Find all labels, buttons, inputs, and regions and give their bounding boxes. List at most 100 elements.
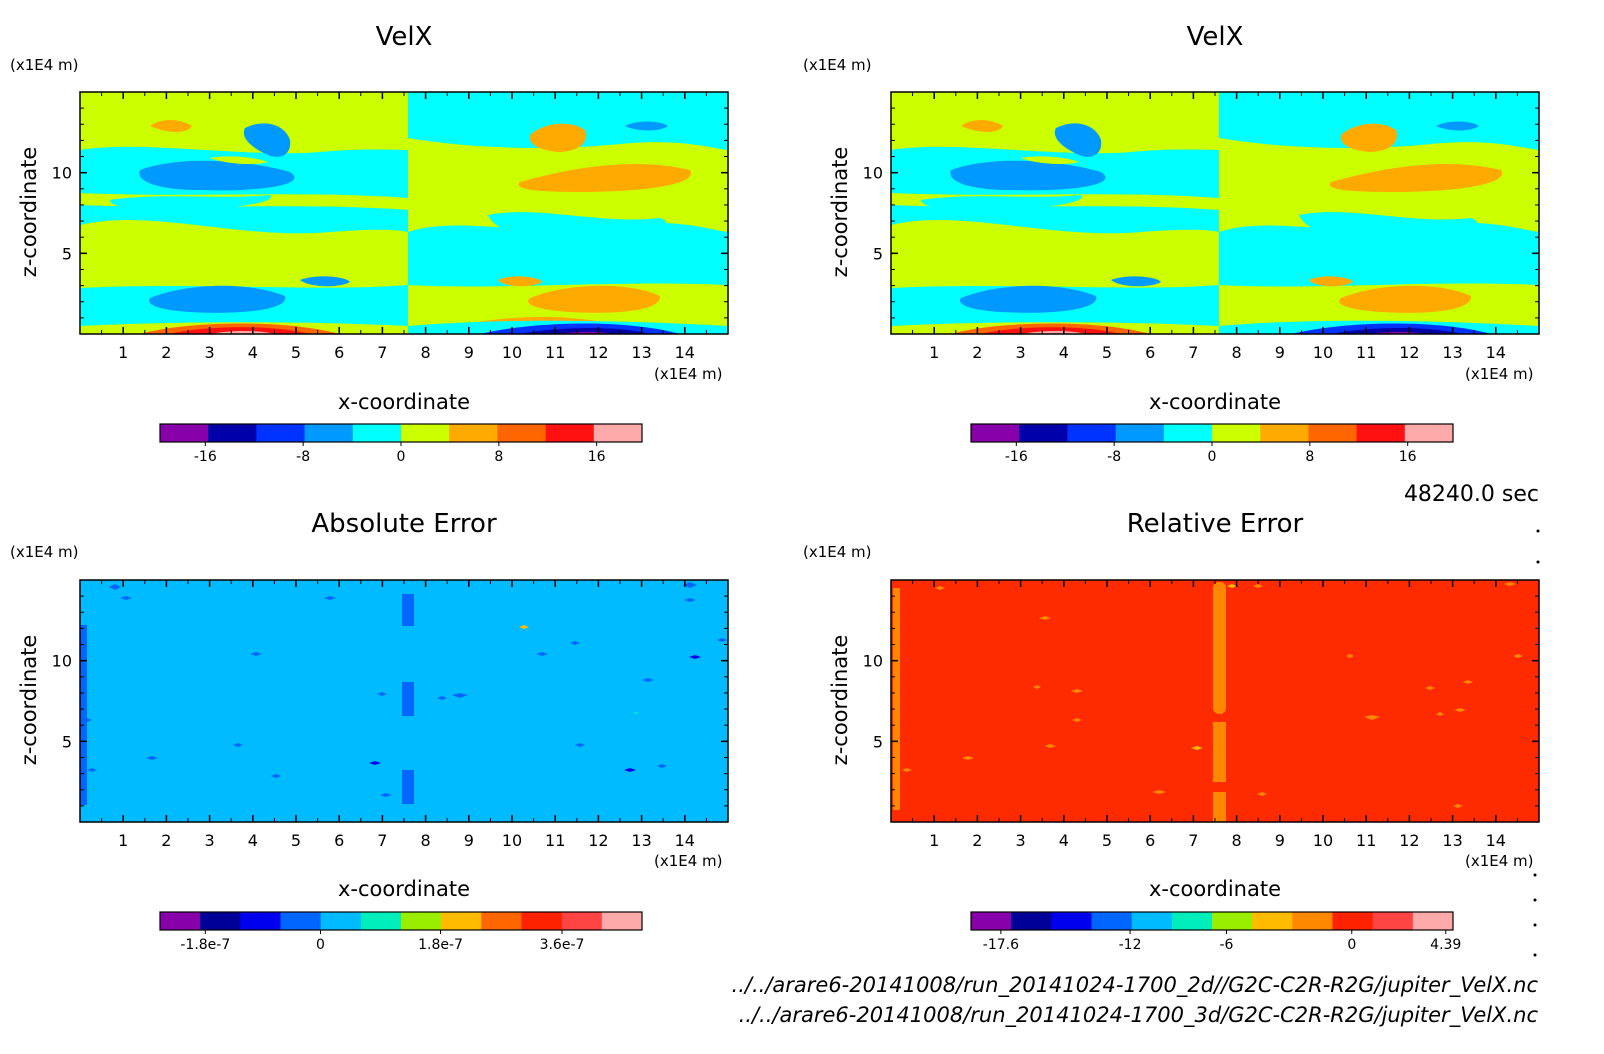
x-tick-label: 5 bbox=[1102, 831, 1112, 850]
x-tick-label: 8 bbox=[421, 831, 431, 850]
colorbar-label: -8 bbox=[1107, 449, 1121, 465]
colorbar-swatch bbox=[1308, 424, 1358, 442]
decorative-dots bbox=[1533, 529, 1540, 957]
x-tick-label: 9 bbox=[464, 343, 474, 362]
time-label: 48240.0 sec bbox=[1404, 482, 1539, 507]
colorbar-swatch bbox=[1091, 912, 1133, 930]
contour-field bbox=[891, 580, 1539, 822]
colorbar-swatch bbox=[1260, 424, 1309, 442]
colorbar-swatch bbox=[521, 912, 563, 930]
y-tick-label: 10 bbox=[863, 164, 883, 183]
colorbar-label: 8 bbox=[494, 449, 503, 465]
x-tick-label: 6 bbox=[1145, 831, 1155, 850]
colorbar-swatch bbox=[481, 912, 522, 930]
colorbar-swatch bbox=[240, 912, 281, 930]
x-tick-label: 12 bbox=[1399, 343, 1419, 362]
y-tick-label: 5 bbox=[873, 244, 883, 263]
file-path-3d: ../../arare6-20141008/run_20141024-1700_… bbox=[739, 1003, 1539, 1028]
x-tick-label: 8 bbox=[421, 343, 431, 362]
x-ticks: 1 2 3 4 5 6 7 8 9 10 11 12 13 14 bbox=[101, 580, 707, 850]
x-tick-label: 12 bbox=[588, 831, 608, 850]
x-tick-label: 7 bbox=[377, 343, 387, 362]
panel-absolute-error: Absolute Error (x1E4 m) bbox=[10, 509, 729, 953]
contour-field bbox=[80, 580, 728, 822]
x-tick-label: 8 bbox=[1232, 831, 1242, 850]
y-unit-label: (x1E4 m) bbox=[803, 56, 872, 74]
contour-field bbox=[891, 92, 1539, 334]
x-tick-label: 6 bbox=[1145, 343, 1155, 362]
colorbar-swatch bbox=[200, 912, 241, 930]
x-tick-label: 12 bbox=[1399, 831, 1419, 850]
x-tick-label: 13 bbox=[631, 831, 651, 850]
colorbar-label: -16 bbox=[1005, 449, 1028, 465]
colorbar-swatch bbox=[1412, 912, 1454, 930]
x-unit-label: (x1E4 m) bbox=[654, 852, 723, 870]
panel-title: Relative Error bbox=[1127, 509, 1304, 539]
x-tick-label: 4 bbox=[1059, 831, 1069, 850]
x-tick-label: 11 bbox=[1356, 343, 1376, 362]
colorbar-label: -8 bbox=[296, 449, 310, 465]
panel-velx-right: VelX (x1E4 m) bbox=[803, 22, 1540, 465]
x-tick-label: 3 bbox=[1016, 343, 1026, 362]
colorbar-swatch bbox=[561, 912, 603, 930]
y-ticks: 5 10 bbox=[863, 107, 1539, 319]
colorbar-swatch bbox=[1019, 424, 1068, 442]
panel-title: Absolute Error bbox=[311, 509, 497, 539]
x-ticks: 1 2 3 4 5 6 7 8 9 10 11 12 13 14 bbox=[912, 580, 1518, 850]
x-tick-label: 6 bbox=[334, 343, 344, 362]
colorbar: -1.8e-7 0 1.8e-7 3.6e-7 bbox=[159, 911, 643, 953]
colorbar-label: 16 bbox=[588, 449, 606, 465]
x-tick-label: 7 bbox=[1188, 831, 1198, 850]
colorbar-swatch bbox=[1212, 912, 1253, 930]
x-tick-label: 6 bbox=[334, 831, 344, 850]
colorbar-label: 0 bbox=[1347, 937, 1356, 953]
x-tick-label: 1 bbox=[929, 343, 939, 362]
x-tick-label: 14 bbox=[1486, 831, 1506, 850]
colorbar-swatch bbox=[160, 424, 209, 442]
x-tick-label: 8 bbox=[1232, 343, 1242, 362]
colorbar: -16 -8 0 8 16 bbox=[159, 423, 643, 465]
x-tick-label: 1 bbox=[118, 343, 128, 362]
colorbar-label: 0 bbox=[397, 449, 406, 465]
y-ticks: 5 10 bbox=[52, 595, 728, 807]
colorbar-label: -1.8e-7 bbox=[180, 937, 230, 953]
y-tick-label: 10 bbox=[52, 652, 72, 671]
y-ticks: 5 10 bbox=[52, 107, 728, 319]
x-tick-label: 14 bbox=[675, 343, 695, 362]
colorbar-swatch bbox=[352, 424, 402, 442]
x-tick-label: 4 bbox=[248, 831, 258, 850]
x-tick-label: 10 bbox=[502, 343, 522, 362]
x-unit-label: (x1E4 m) bbox=[654, 365, 723, 383]
x-axis-label: x-coordinate bbox=[338, 390, 470, 414]
x-ticks: 1 2 3 4 5 6 7 8 9 10 11 12 13 14 bbox=[101, 92, 707, 362]
colorbar-swatch bbox=[1292, 912, 1333, 930]
colorbar-frame bbox=[970, 911, 1454, 931]
x-tick-label: 11 bbox=[545, 831, 565, 850]
colorbar-swatch bbox=[1212, 424, 1261, 442]
y-tick-label: 5 bbox=[873, 732, 883, 751]
colorbar-swatch bbox=[1067, 424, 1117, 442]
y-tick-label: 5 bbox=[62, 732, 72, 751]
colorbar-label: 3.6e-7 bbox=[540, 937, 585, 953]
x-tick-label: 14 bbox=[675, 831, 695, 850]
colorbar-swatch bbox=[971, 424, 1020, 442]
y-unit-label: (x1E4 m) bbox=[803, 543, 872, 561]
x-tick-label: 12 bbox=[588, 343, 608, 362]
colorbar-swatch bbox=[441, 912, 482, 930]
x-tick-label: 5 bbox=[291, 343, 301, 362]
x-tick-label: 13 bbox=[1442, 343, 1462, 362]
colorbar-swatch bbox=[401, 424, 450, 442]
y-axis-label: z-coordinate bbox=[828, 147, 852, 278]
x-tick-label: 9 bbox=[1275, 343, 1285, 362]
x-tick-label: 3 bbox=[205, 343, 215, 362]
colorbar: -17.6 -12 -6 0 4.39 bbox=[970, 911, 1461, 953]
colorbar-label: -6 bbox=[1219, 937, 1233, 953]
colorbar-swatch bbox=[1131, 912, 1173, 930]
x-tick-label: 3 bbox=[205, 831, 215, 850]
colorbar-swatch bbox=[593, 424, 643, 442]
colorbar-label: 0 bbox=[316, 937, 325, 953]
x-tick-label: 13 bbox=[1442, 831, 1462, 850]
x-unit-label: (x1E4 m) bbox=[1465, 365, 1534, 383]
y-ticks: 5 10 bbox=[863, 595, 1539, 807]
